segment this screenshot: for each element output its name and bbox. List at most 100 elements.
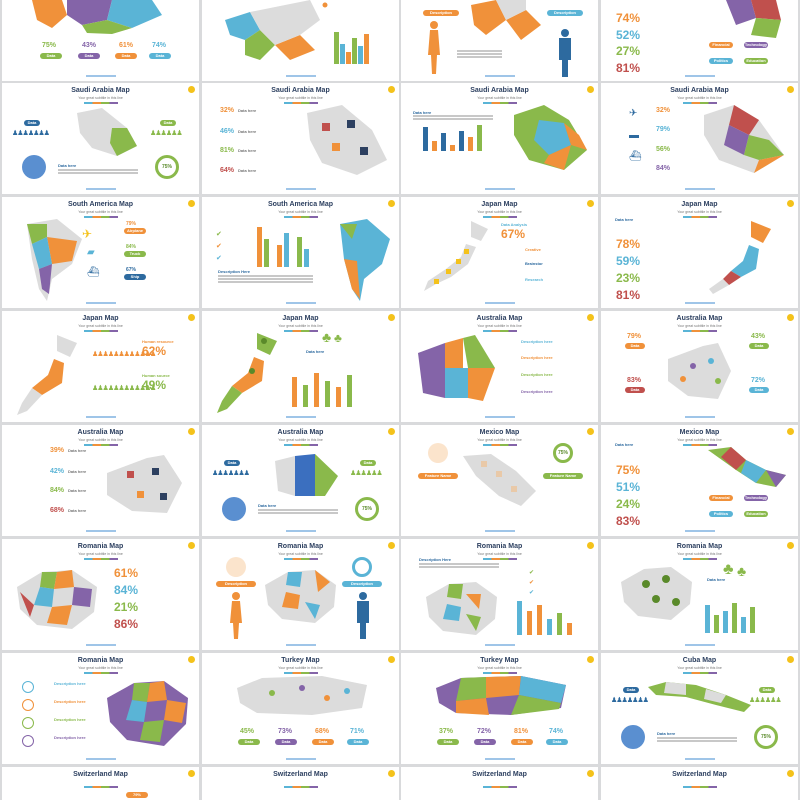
slide-subtitle: Your great subtitle in this line bbox=[677, 96, 722, 100]
japan-map bbox=[217, 333, 277, 413]
data-pill: Data bbox=[24, 120, 40, 126]
color-legend-bar bbox=[482, 672, 517, 674]
page-badge-icon bbox=[587, 86, 594, 93]
map-illustration bbox=[471, 0, 541, 40]
percent-value: 43% bbox=[82, 42, 97, 49]
slide-thumbnail[interactable]: Switzerland Map bbox=[601, 767, 798, 800]
slide-subtitle: Your great subtitle in this line bbox=[78, 438, 123, 442]
page-badge-icon bbox=[787, 656, 794, 663]
slide-thumbnail[interactable]: Switzerland Map bbox=[401, 767, 598, 800]
data-pill: Data bbox=[224, 460, 240, 466]
slide-thumbnail[interactable]: Description Description bbox=[401, 0, 598, 81]
percent-value: 64% bbox=[220, 167, 235, 174]
feature-label: Creative bbox=[525, 247, 541, 252]
percent-value: 62% bbox=[142, 344, 167, 358]
tree-icon: ♣ bbox=[723, 561, 734, 578]
category-pill: Financial bbox=[709, 42, 733, 48]
text-placeholder bbox=[58, 169, 138, 175]
slide-thumbnail[interactable]: Romania Map Your great subtitle in this … bbox=[401, 539, 598, 650]
australia-map bbox=[668, 343, 731, 399]
color-legend-bar bbox=[482, 216, 517, 218]
slide-thumbnail[interactable]: Mexico Map Your great subtitle in this l… bbox=[601, 425, 798, 536]
slide-subtitle: Your great subtitle in this line bbox=[677, 438, 722, 442]
slide-thumbnail[interactable]: Australia Map Your great subtitle in thi… bbox=[401, 311, 598, 422]
description-label: Data here bbox=[306, 349, 325, 354]
color-legend-bar bbox=[283, 102, 318, 104]
slide-thumbnail[interactable]: Turkey Map Your great subtitle in this l… bbox=[401, 653, 598, 764]
description-label: Data here bbox=[58, 163, 77, 168]
slide-subtitle: Your great subtitle in this line bbox=[677, 552, 722, 556]
check-icon: ✔ bbox=[529, 570, 535, 576]
description-label: Description here bbox=[54, 681, 86, 686]
data-pill: Data bbox=[749, 387, 769, 393]
slide-thumbnail[interactable]: Japan Map Your great subtitle in this li… bbox=[2, 311, 199, 422]
slide-title: Australia Map bbox=[277, 429, 324, 436]
slide-thumbnail[interactable]: Australia Map Your great subtitle in thi… bbox=[202, 425, 399, 536]
people-icon-row: ♟♟♟♟♟♟♟ bbox=[611, 697, 649, 704]
slide-title: Mexico Map bbox=[479, 429, 520, 436]
percent-value: 51% bbox=[616, 480, 641, 494]
slide-thumbnail[interactable]: South America Map Your great subtitle in… bbox=[202, 197, 399, 308]
slide-thumbnail[interactable]: Turkey Map Your great subtitle in this l… bbox=[202, 653, 399, 764]
page-badge-icon bbox=[587, 542, 594, 549]
bar-chart bbox=[423, 125, 482, 151]
data-label: Data here bbox=[238, 148, 257, 153]
color-legend-bar bbox=[482, 786, 517, 788]
slide-thumbnail[interactable]: Romania Map Your great subtitle in this … bbox=[2, 539, 199, 650]
slide-thumbnail[interactable]: Romania Map Your great subtitle in this … bbox=[202, 539, 399, 650]
color-legend-bar bbox=[83, 444, 118, 446]
slide-title: Romania Map bbox=[277, 543, 324, 550]
percent-value: 81% bbox=[616, 288, 641, 302]
slide-thumbnail[interactable]: Cuba Map Your great subtitle in this lin… bbox=[601, 653, 798, 764]
slide-thumbnail[interactable]: Saudi Arabia Map Your great subtitle in … bbox=[401, 83, 598, 194]
slide-thumbnail[interactable]: 75% 43% 61% 74% Data Data Data Data bbox=[2, 0, 199, 81]
slide-subtitle: Your great subtitle in this line bbox=[78, 324, 123, 328]
slide-thumbnail[interactable]: Japan Map Your great subtitle in this li… bbox=[202, 311, 399, 422]
slide-thumbnail[interactable]: Saudi Arabia Map Your great subtitle in … bbox=[601, 83, 798, 194]
slide-footer bbox=[684, 75, 715, 77]
slide-thumbnail[interactable]: Australia Map Your great subtitle in thi… bbox=[2, 425, 199, 536]
people-icon-row: ♟♟♟♟♟♟ bbox=[749, 697, 782, 704]
truck-icon: ▰ bbox=[87, 247, 95, 258]
slide-thumbnail[interactable]: Saudi Arabia Map Your great subtitle in … bbox=[2, 83, 199, 194]
page-badge-icon bbox=[388, 770, 395, 777]
percent-value: 61% bbox=[114, 566, 139, 580]
info-icon bbox=[22, 699, 34, 711]
percent-value: 39% bbox=[50, 447, 65, 454]
slide-thumbnail[interactable]: Australia Map Your great subtitle in thi… bbox=[601, 311, 798, 422]
data-pill: Data bbox=[437, 739, 459, 745]
color-legend-bar bbox=[83, 102, 118, 104]
slide-thumbnail[interactable]: Japan Map Your great subtitle in this li… bbox=[401, 197, 598, 308]
slide-subtitle: Your great subtitle in this line bbox=[278, 666, 323, 670]
data-pill: Data bbox=[625, 387, 645, 393]
slide-title: Turkey Map bbox=[480, 657, 519, 664]
slide-thumbnail[interactable]: Saudi Arabia Map Your great subtitle in … bbox=[202, 83, 399, 194]
slide-title: Saudi Arabia Map bbox=[470, 87, 529, 94]
data-label: Data here bbox=[238, 129, 257, 134]
turkey-map bbox=[436, 676, 566, 715]
slide-thumbnail[interactable]: Romania Map Your great subtitle in this … bbox=[601, 539, 798, 650]
slide-thumbnail[interactable] bbox=[202, 0, 399, 81]
slide-thumbnail[interactable]: Mexico Map Your great subtitle in this l… bbox=[401, 425, 598, 536]
slide-footer bbox=[684, 530, 715, 532]
slide-footer bbox=[484, 302, 515, 304]
slide-thumbnail[interactable]: Japan Map Your great subtitle in this li… bbox=[601, 197, 798, 308]
slide-thumbnail[interactable]: Switzerland Map 79% bbox=[2, 767, 199, 800]
romania-map bbox=[621, 567, 692, 620]
slide-subtitle: Your great subtitle in this line bbox=[477, 210, 522, 214]
slide-thumbnail[interactable]: South America Map Your great subtitle in… bbox=[2, 197, 199, 308]
slide-thumbnail[interactable]: Romania Map Your great subtitle in this … bbox=[2, 653, 199, 764]
slide-thumbnail[interactable]: 74% 52% 27% 81% Financial Technology Pol… bbox=[601, 0, 798, 81]
slide-title: Saudi Arabia Map bbox=[271, 87, 330, 94]
slide-thumbnail[interactable]: Switzerland Map bbox=[202, 767, 399, 800]
page-badge-icon bbox=[787, 428, 794, 435]
data-pill: Data bbox=[360, 460, 376, 466]
category-pill: Education bbox=[744, 511, 768, 517]
feature-label: Brainstor bbox=[525, 261, 543, 266]
romania-map bbox=[17, 570, 97, 629]
data-pill: Data bbox=[546, 739, 568, 745]
percent-value: 79% bbox=[627, 333, 642, 340]
map-illustration bbox=[726, 0, 781, 38]
slide-title: Romania Map bbox=[77, 543, 124, 550]
fill-gauge bbox=[222, 497, 246, 521]
